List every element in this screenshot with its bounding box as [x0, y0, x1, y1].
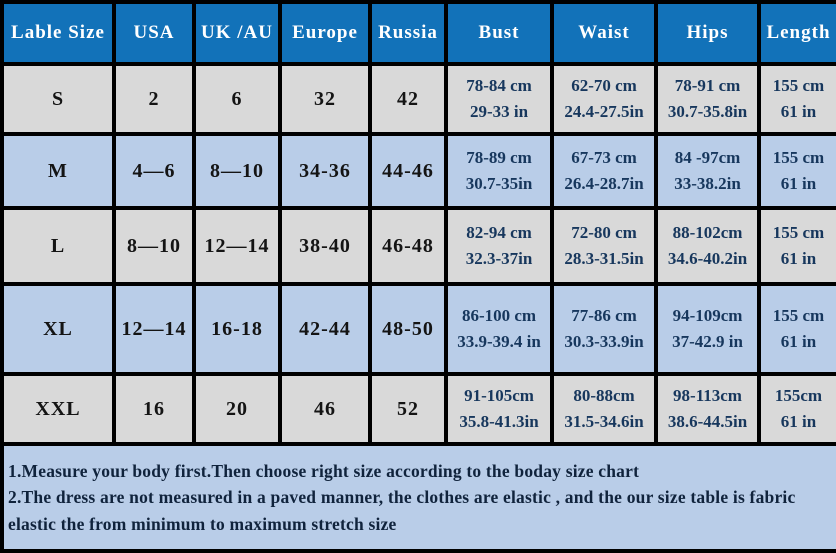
column-header-waist: Waist	[550, 0, 658, 66]
cell-waist: 72-80 cm 28.3-31.5in	[550, 206, 658, 286]
cell-russia: 52	[368, 372, 448, 446]
cell-usa: 2	[112, 62, 196, 136]
column-header-lable-size: Lable Size	[0, 0, 116, 66]
table-row-s: S 2 6 32 42 78-84 cm 29-33 in 62-70 cm 2…	[0, 62, 836, 136]
header-row: Lable Size USA UK /AU Europe Russia Bust…	[0, 0, 836, 66]
cell-europe: 34-36	[278, 132, 372, 210]
cell-length: 155 cm 61 in	[757, 62, 836, 136]
cell-europe: 42-44	[278, 282, 372, 376]
column-header-hips: Hips	[654, 0, 761, 66]
cell-uk-au: 16-18	[192, 282, 282, 376]
cell-uk-au: 12—14	[192, 206, 282, 286]
column-header-europe: Europe	[278, 0, 372, 66]
column-header-russia: Russia	[368, 0, 448, 66]
cell-russia: 44-46	[368, 132, 448, 210]
table-row-l: L 8—10 12—14 38-40 46-48 82-94 cm 32.3-3…	[0, 206, 836, 286]
cell-length: 155 cm 61 in	[757, 206, 836, 286]
cell-hips: 84 -97cm 33-38.2in	[654, 132, 761, 210]
cell-russia: 42	[368, 62, 448, 136]
cell-hips: 88-102cm 34.6-40.2in	[654, 206, 761, 286]
cell-length: 155 cm 61 in	[757, 132, 836, 210]
table-row-xl: XL 12—14 16-18 42-44 48-50 86-100 cm 33.…	[0, 282, 836, 376]
cell-waist: 62-70 cm 24.4-27.5in	[550, 62, 658, 136]
cell-size: XL	[0, 282, 116, 376]
cell-usa: 12—14	[112, 282, 196, 376]
cell-length: 155cm 61 in	[757, 372, 836, 446]
note-line-1: 1.Measure your body first.Then choose ri…	[8, 461, 640, 482]
column-header-bust: Bust	[444, 0, 554, 66]
cell-waist: 77-86 cm 30.3-33.9in	[550, 282, 658, 376]
notes-cell: 1.Measure your body first.Then choose ri…	[0, 442, 836, 553]
column-header-usa: USA	[112, 0, 196, 66]
notes-row: 1.Measure your body first.Then choose ri…	[0, 442, 836, 553]
cell-usa: 8—10	[112, 206, 196, 286]
cell-hips: 78-91 cm 30.7-35.8in	[654, 62, 761, 136]
cell-uk-au: 6	[192, 62, 282, 136]
cell-size: M	[0, 132, 116, 210]
cell-length: 155 cm 61 in	[757, 282, 836, 376]
cell-size: S	[0, 62, 116, 136]
cell-hips: 98-113cm 38.6-44.5in	[654, 372, 761, 446]
column-header-length: Length	[757, 0, 836, 66]
cell-hips: 94-109cm 37-42.9 in	[654, 282, 761, 376]
cell-bust: 86-100 cm 33.9-39.4 in	[444, 282, 554, 376]
cell-uk-au: 8—10	[192, 132, 282, 210]
note-line-2: 2.The dress are not measured in a paved …	[8, 487, 796, 534]
cell-uk-au: 20	[192, 372, 282, 446]
cell-waist: 80-88cm 31.5-34.6in	[550, 372, 658, 446]
cell-usa: 16	[112, 372, 196, 446]
cell-europe: 32	[278, 62, 372, 136]
cell-russia: 46-48	[368, 206, 448, 286]
cell-size: XXL	[0, 372, 116, 446]
table-row-xxl: XXL 16 20 46 52 91-105cm 35.8-41.3in 80-…	[0, 372, 836, 446]
column-header-uk-au: UK /AU	[192, 0, 282, 66]
cell-size: L	[0, 206, 116, 286]
cell-europe: 46	[278, 372, 372, 446]
cell-bust: 82-94 cm 32.3-37in	[444, 206, 554, 286]
cell-bust: 78-84 cm 29-33 in	[444, 62, 554, 136]
cell-europe: 38-40	[278, 206, 372, 286]
cell-usa: 4—6	[112, 132, 196, 210]
cell-bust: 78-89 cm 30.7-35in	[444, 132, 554, 210]
cell-bust: 91-105cm 35.8-41.3in	[444, 372, 554, 446]
cell-waist: 67-73 cm 26.4-28.7in	[550, 132, 658, 210]
cell-russia: 48-50	[368, 282, 448, 376]
table-row-m: M 4—6 8—10 34-36 44-46 78-89 cm 30.7-35i…	[0, 132, 836, 210]
